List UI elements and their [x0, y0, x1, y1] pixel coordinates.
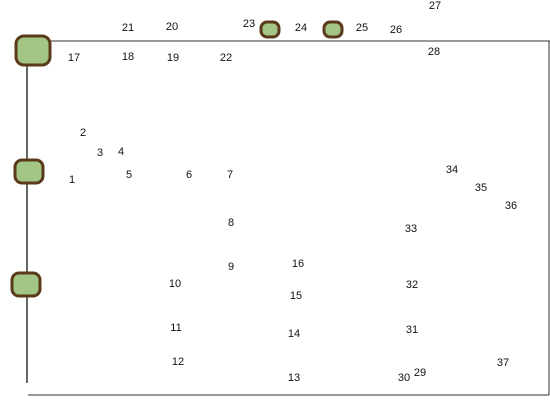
point-label: 11: [170, 322, 181, 334]
point-label: 23: [243, 18, 255, 30]
point-label: 29: [414, 367, 426, 379]
point-label: 25: [356, 22, 368, 34]
point-label: 13: [288, 372, 300, 384]
point-label: 28: [428, 46, 440, 58]
point-label: 15: [290, 290, 302, 302]
handle[interactable]: [322, 20, 344, 39]
point-label: 12: [172, 356, 184, 368]
point-label: 24: [295, 22, 307, 34]
point-label: 8: [228, 217, 234, 229]
point-label: 34: [446, 164, 458, 176]
point-label: 9: [228, 261, 234, 273]
point-label: 37: [497, 357, 509, 369]
point-label: 22: [220, 52, 232, 64]
point-label: 2: [80, 127, 86, 139]
point-label: 32: [406, 279, 418, 291]
handle[interactable]: [10, 271, 42, 298]
point-label: 35: [475, 182, 487, 194]
point-label: 17: [68, 52, 80, 64]
point-label: 3: [97, 147, 103, 159]
point-label: 7: [227, 169, 233, 181]
point-label: 19: [167, 52, 179, 64]
point-label: 14: [288, 328, 300, 340]
point-label: 20: [166, 21, 178, 33]
point-label: 1: [69, 174, 75, 186]
point-label: 18: [122, 51, 134, 63]
handle[interactable]: [259, 20, 281, 39]
point-label: 4: [118, 146, 124, 158]
point-label: 27: [429, 0, 441, 12]
point-label: 16: [292, 258, 304, 270]
handle[interactable]: [13, 158, 45, 185]
point-label: 5: [126, 169, 132, 181]
point-label: 31: [406, 324, 418, 336]
point-label: 33: [405, 223, 417, 235]
point-label: 21: [122, 22, 134, 34]
point-label: 36: [505, 200, 517, 212]
point-label: 26: [390, 24, 402, 36]
point-label: 10: [169, 278, 181, 290]
point-label: 6: [186, 169, 192, 181]
handle[interactable]: [14, 34, 52, 67]
point-label: 30: [398, 372, 410, 384]
